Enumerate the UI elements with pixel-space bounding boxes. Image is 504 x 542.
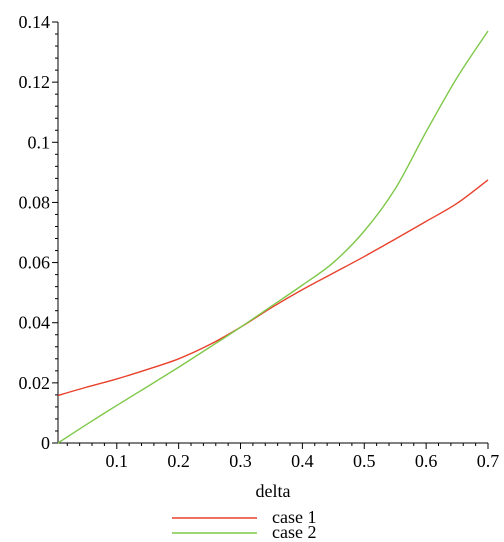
y-tick-label: 0.04: [19, 313, 51, 333]
axes: [57, 22, 488, 444]
series-line-1: [57, 179, 489, 397]
x-axis-label: delta: [256, 481, 291, 501]
y-tick-label: 0: [41, 433, 50, 453]
x-tick-label: 0.4: [291, 451, 314, 471]
y-tick-label: 0.08: [19, 192, 51, 212]
tick-labels: 0.1 0.2 0.3 0.4 0.5 0.6 0.7 0 0.02 0.04 0.06 0.08 0.…: [19, 12, 500, 471]
y-tick-label: 0.14: [19, 12, 51, 32]
ticks: [52, 21, 489, 449]
legend-label-1: case 1: [272, 507, 316, 527]
y-tick-label: 0.12: [19, 72, 51, 92]
x-tick-label: 0.6: [415, 451, 438, 471]
series-line-2: [57, 30, 489, 444]
series-layer: [57, 30, 489, 444]
x-tick-label: 0.2: [167, 451, 190, 471]
y-tick-label: 0.06: [19, 253, 51, 273]
y-tick-label: 0.02: [19, 373, 51, 393]
x-tick-label: 0.7: [477, 451, 500, 471]
x-tick-label: 0.3: [229, 451, 252, 471]
y-tick-label: 0.1: [28, 132, 51, 152]
legend-label-2: case 2: [272, 522, 316, 542]
x-tick-label: 0.5: [353, 451, 376, 471]
x-tick-label: 0.1: [106, 451, 129, 471]
